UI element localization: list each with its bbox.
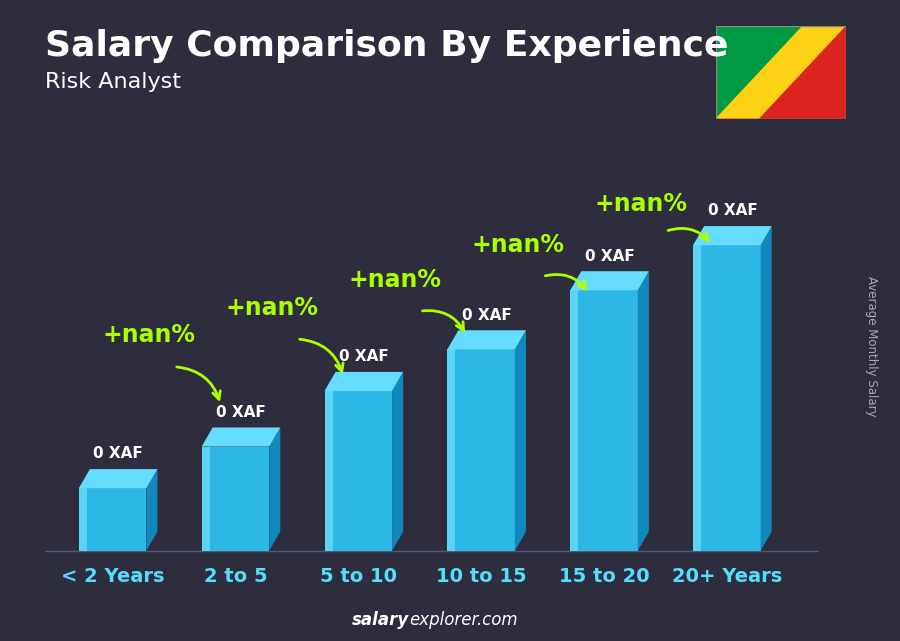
- Bar: [325, 391, 392, 551]
- Text: salary: salary: [352, 612, 410, 629]
- Polygon shape: [447, 330, 526, 349]
- FancyArrowPatch shape: [545, 274, 586, 289]
- Text: Average Monthly Salary: Average Monthly Salary: [865, 276, 878, 417]
- Text: 0 XAF: 0 XAF: [707, 203, 757, 219]
- Bar: [571, 290, 638, 551]
- Text: +nan%: +nan%: [594, 192, 688, 215]
- Bar: [693, 245, 760, 551]
- Polygon shape: [515, 330, 526, 551]
- Polygon shape: [638, 271, 649, 551]
- Polygon shape: [716, 26, 846, 119]
- Bar: [202, 447, 210, 551]
- Bar: [79, 488, 147, 551]
- Text: 0 XAF: 0 XAF: [216, 405, 266, 420]
- Text: +nan%: +nan%: [348, 268, 442, 292]
- Text: Risk Analyst: Risk Analyst: [45, 72, 181, 92]
- Text: 0 XAF: 0 XAF: [94, 447, 143, 462]
- Text: +nan%: +nan%: [103, 324, 196, 347]
- Polygon shape: [147, 469, 158, 551]
- Text: 0 XAF: 0 XAF: [585, 249, 634, 263]
- Bar: [79, 488, 87, 551]
- Polygon shape: [202, 428, 280, 447]
- Polygon shape: [392, 372, 403, 551]
- Polygon shape: [79, 469, 158, 488]
- Polygon shape: [760, 226, 771, 551]
- FancyArrowPatch shape: [668, 228, 708, 241]
- Bar: [325, 391, 333, 551]
- Text: 0 XAF: 0 XAF: [339, 349, 389, 364]
- FancyArrowPatch shape: [422, 311, 464, 330]
- FancyArrowPatch shape: [300, 339, 343, 372]
- Bar: [571, 290, 579, 551]
- Bar: [447, 349, 455, 551]
- FancyArrowPatch shape: [176, 367, 220, 399]
- Polygon shape: [269, 428, 280, 551]
- Polygon shape: [325, 372, 403, 391]
- Text: explorer.com: explorer.com: [410, 612, 518, 629]
- Text: +nan%: +nan%: [472, 233, 564, 257]
- Text: 0 XAF: 0 XAF: [462, 308, 511, 322]
- Polygon shape: [571, 271, 649, 290]
- Polygon shape: [693, 226, 771, 245]
- Text: +nan%: +nan%: [226, 296, 319, 320]
- Polygon shape: [716, 26, 803, 119]
- Bar: [693, 245, 701, 551]
- Text: Salary Comparison By Experience: Salary Comparison By Experience: [45, 29, 728, 63]
- Bar: [447, 349, 515, 551]
- Bar: [202, 447, 269, 551]
